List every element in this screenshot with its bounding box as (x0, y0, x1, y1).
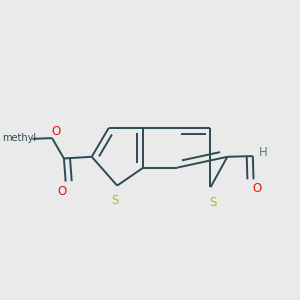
Text: methyl: methyl (2, 133, 37, 143)
Text: O: O (52, 125, 61, 138)
Text: S: S (209, 196, 217, 209)
Text: O: O (252, 182, 262, 195)
Text: H: H (259, 146, 267, 158)
Text: S: S (111, 194, 118, 207)
Text: O: O (57, 184, 66, 197)
